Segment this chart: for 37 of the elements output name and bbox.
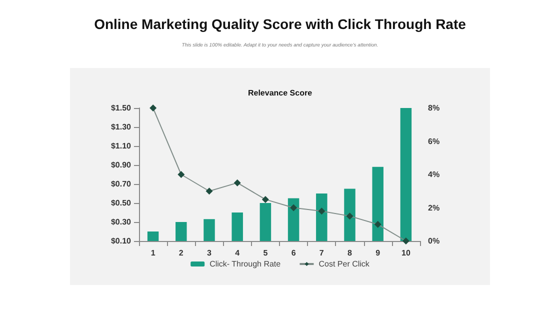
y2-tick-label: 2% <box>428 203 440 212</box>
y-tick-label: $0.90 <box>110 160 132 170</box>
x-tick-label: 3 <box>207 248 212 258</box>
y2-tick-label: 4% <box>428 170 440 179</box>
x-tick-label: 1 <box>150 248 156 258</box>
x-tick-label: 5 <box>263 248 268 258</box>
legend-label: Click- Through Rate <box>210 260 282 268</box>
y2-tick-label: 8% <box>428 104 440 112</box>
point <box>206 188 213 195</box>
point <box>318 208 326 215</box>
x-tick-label: 8 <box>348 248 353 258</box>
x-tick-label: 4 <box>235 248 240 258</box>
text: Relevance Score <box>248 88 313 98</box>
y-tick-label: $1.30 <box>110 122 132 132</box>
y-tick-label: $1.10 <box>110 142 132 150</box>
point <box>178 171 185 178</box>
point <box>234 179 241 186</box>
y-tick-label: $0.70 <box>110 180 132 188</box>
point <box>374 220 382 228</box>
y-tick-label: $0.10 <box>110 236 132 246</box>
x-tick-label: 9 <box>376 248 381 258</box>
y2-tick-label: 6% <box>428 136 440 146</box>
legend-label: Cost Per Click <box>318 260 370 268</box>
chart-title: Online Marketing Quality Score with Click Through Rate <box>94 16 466 32</box>
y2-tick-label: 0% <box>428 236 440 246</box>
x-tick-label: 6 <box>291 248 296 258</box>
x-tick-label: 10 <box>401 248 411 258</box>
point <box>262 196 269 203</box>
x-tick-label: 2 <box>178 248 184 258</box>
point <box>150 104 157 112</box>
y-tick-label: $1.50 <box>110 104 132 112</box>
point <box>290 204 298 212</box>
x-tick-label: 7 <box>319 248 324 258</box>
point <box>402 238 410 244</box>
y-tick-label: $0.50 <box>110 198 132 208</box>
y-tick-label: $0.30 <box>110 218 132 226</box>
point <box>346 212 354 220</box>
